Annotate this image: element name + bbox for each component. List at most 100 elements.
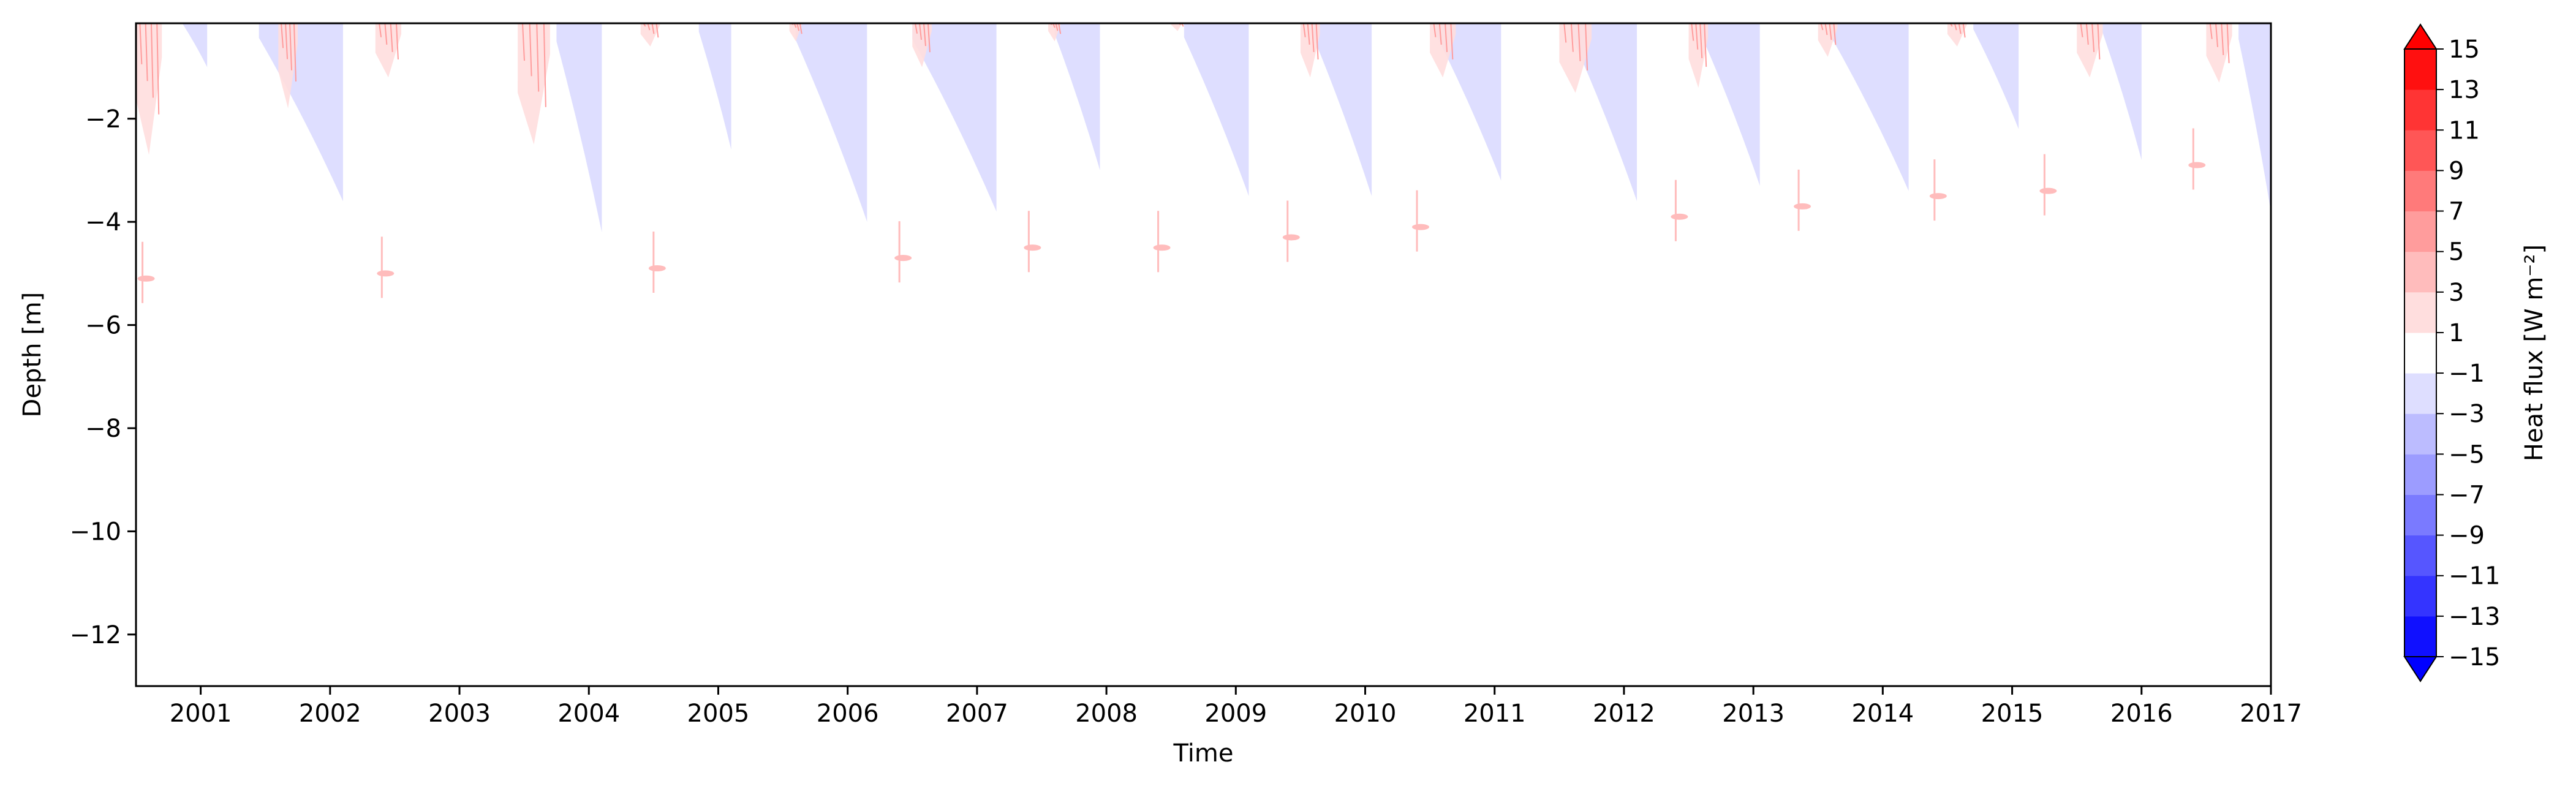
cold-flux-event (912, 23, 997, 212)
warm-flux-streak (1302, 23, 1306, 37)
warm-flux-event (375, 23, 401, 78)
warm-flux-streak (2221, 23, 2224, 56)
colorbar-extend-low (2403, 656, 2438, 682)
colorbar-segment (2404, 535, 2436, 576)
warm-flux-streak (1450, 23, 1454, 60)
x-tick-label: 2001 (170, 700, 232, 728)
plot-area-frame (135, 22, 2272, 687)
colorbar-tick-label: −15 (2449, 643, 2500, 671)
warm-flux-streak (379, 23, 382, 37)
colorbar-tick-label: −11 (2449, 562, 2500, 591)
warm-flux-streak (293, 23, 297, 82)
warm-flux-spot (2188, 162, 2206, 168)
cold-flux-event (698, 23, 731, 150)
colorbar-segment (2404, 575, 2436, 617)
warm-flux-streak (156, 23, 160, 115)
y-tick-label: −4 (85, 208, 121, 236)
x-tick-label: 2011 (1464, 700, 1526, 728)
warm-flux-event (640, 23, 660, 47)
warm-flux-streak (395, 23, 399, 60)
colorbar-label: Heat flux [W m⁻²] (2520, 244, 2548, 461)
colorbar-segment (2404, 413, 2436, 455)
warm-flux-streak (1829, 23, 1832, 40)
warm-flux-streak (543, 23, 546, 107)
warm-flux-streak (1445, 23, 1448, 53)
warm-flux-streak (1438, 23, 1442, 45)
warm-flux-streak (384, 23, 388, 45)
warm-flux-spot (377, 270, 395, 277)
warm-flux-streak (799, 23, 803, 34)
colorbar-tick-label: 1 (2449, 319, 2464, 347)
cold-flux-event (1054, 23, 1100, 170)
warm-flux-streak (1695, 23, 1699, 50)
warm-flux-streak (651, 23, 655, 34)
warm-flux-streak (1311, 23, 1315, 53)
cold-flux-event (796, 23, 867, 222)
y-tick-label: −6 (85, 312, 121, 340)
warm-flux-streak (1315, 23, 1319, 60)
cold-flux-event (1184, 23, 1249, 197)
x-tick-label: 2004 (557, 700, 620, 728)
warm-flux-streak (521, 23, 525, 61)
warm-flux-streak (2215, 23, 2219, 47)
warm-flux-event (789, 23, 803, 42)
warm-flux-streak (1958, 23, 1962, 34)
cold-flux-event (181, 23, 208, 67)
warm-flux-spot (1929, 193, 1947, 200)
colorbar-tick-label: 3 (2449, 279, 2464, 307)
colorbar-segment (2404, 332, 2436, 374)
x-tick-label: 2013 (1722, 700, 1785, 728)
warm-flux-streak (1833, 23, 1837, 45)
warm-flux-streak (289, 23, 293, 70)
warm-flux-streak (529, 23, 532, 77)
warm-flux-streak (139, 23, 143, 64)
warm-flux-event (518, 23, 550, 145)
warm-flux-spot (1412, 224, 1429, 230)
warm-flux-event (1430, 23, 1456, 78)
warm-flux-streak (1570, 23, 1574, 52)
warm-flux-streak (1824, 23, 1828, 36)
warm-flux-spot (648, 265, 666, 271)
warm-flux-spot (2039, 187, 2057, 194)
x-tick-label: 2016 (2110, 700, 2173, 728)
warm-flux-event (2077, 23, 2103, 78)
cold-flux-event (1973, 23, 2019, 129)
warm-flux-spot (1794, 203, 1811, 210)
warm-flux-streak (919, 23, 922, 40)
x-tick-label: 2015 (1981, 700, 2044, 728)
warm-flux-streak (1820, 23, 1824, 31)
x-tick-label: 2010 (1334, 700, 1397, 728)
cold-flux-event (2102, 23, 2142, 160)
y-tick-label: −2 (85, 105, 121, 134)
warm-flux-event (1818, 23, 1838, 57)
warm-flux-streak (915, 23, 918, 34)
colorbar-tick-label: 9 (2449, 157, 2464, 185)
warm-flux-streak (145, 23, 148, 81)
warm-flux-streak (2209, 23, 2213, 39)
warm-flux-streak (796, 23, 800, 31)
heatmap-data-layer (136, 23, 2271, 686)
colorbar-tick-label: 15 (2449, 36, 2480, 64)
warm-flux-event (1048, 23, 1062, 42)
cold-flux-event (1313, 23, 1372, 197)
plot-background (136, 23, 2271, 686)
colorbar-tick-label: −1 (2449, 360, 2485, 388)
warm-flux-streak (281, 23, 284, 48)
colorbar-segment (2404, 170, 2436, 212)
x-tick-label: 2003 (428, 700, 491, 728)
warm-flux-streak (923, 23, 926, 47)
colorbar-tick-label: −9 (2449, 522, 2485, 550)
warm-flux-streak (150, 23, 154, 98)
cold-flux-event (1572, 23, 1637, 202)
x-tick-label: 2005 (687, 700, 750, 728)
warm-flux-streak (536, 23, 540, 92)
x-tick-label: 2009 (1204, 700, 1267, 728)
warm-flux-event (1171, 23, 1184, 31)
x-tick-label: 2002 (299, 700, 361, 728)
warm-flux-spot (1153, 244, 1171, 251)
warm-flux-spot (1671, 213, 1688, 220)
colorbar-segment (2404, 454, 2436, 495)
colorbar-tick-label: 5 (2449, 238, 2464, 266)
warm-flux-streak (390, 23, 393, 53)
